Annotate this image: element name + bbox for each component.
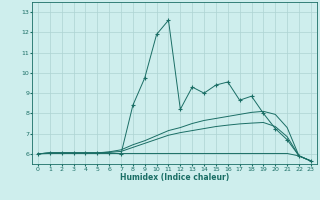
X-axis label: Humidex (Indice chaleur): Humidex (Indice chaleur) <box>120 173 229 182</box>
